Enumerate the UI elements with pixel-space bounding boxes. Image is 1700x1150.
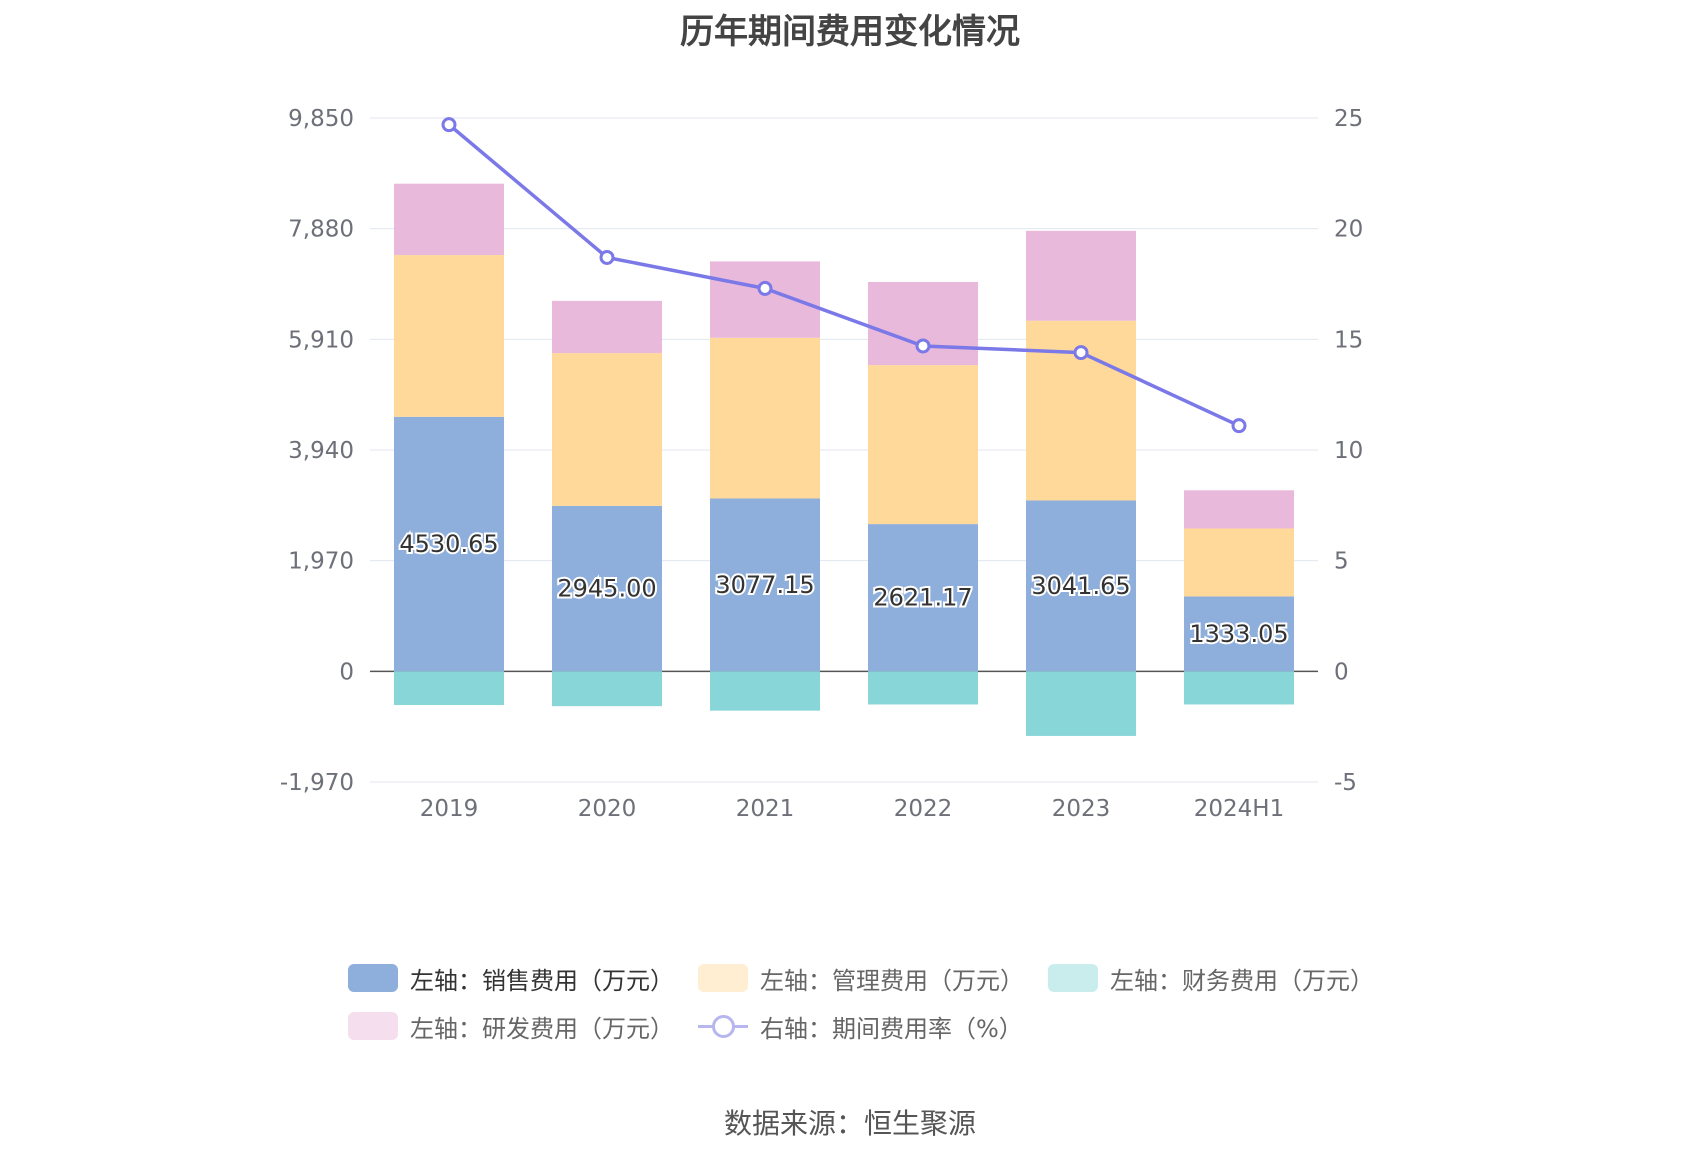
legend-item-3[interactable]: 左轴：研发费用（万元）: [348, 1006, 674, 1046]
bar-segment-2-0: [394, 671, 504, 706]
legend-swatch: [698, 964, 748, 992]
bar-segment-2-4: [1026, 671, 1136, 736]
bar-segment-3-4: [1026, 230, 1136, 321]
bar-segment-0-0: [394, 416, 504, 672]
legend-label: 左轴：管理费用（万元）: [760, 966, 1024, 995]
left-axis-tick-label: 3,940: [288, 438, 354, 464]
left-axis-tick-label: 0: [339, 659, 354, 685]
right-axis: 25 20 15 10 5 0 -5: [1334, 106, 1363, 796]
bar-segment-1-0: [394, 255, 504, 417]
data-source: 数据来源：恒生聚源: [723, 1107, 976, 1140]
legend-swatch: [1048, 964, 1098, 992]
bar-segment-2-5: [1184, 671, 1294, 705]
x-axis-tick-label: 2024H1: [1194, 796, 1284, 822]
right-axis-tick-label: 25: [1334, 106, 1363, 132]
bar-segment-0-2: [710, 498, 820, 672]
bar-series: [394, 183, 1294, 736]
bar-data-label: 1333.05: [1189, 620, 1288, 648]
left-axis-tick-label: -1,970: [280, 770, 354, 796]
bar-data-label: 4530.65: [399, 530, 498, 558]
right-axis-tick-label: -5: [1334, 770, 1357, 796]
legend-label: 右轴：期间费用率（%）: [760, 1014, 1023, 1043]
bar-data-label: 2945.00: [557, 575, 656, 603]
rate-point: [599, 249, 615, 265]
bar-segment-2-2: [710, 671, 820, 711]
bar-segment-1-1: [552, 353, 662, 506]
rate-point: [1073, 345, 1089, 361]
legend-item-1[interactable]: 左轴：管理费用（万元）: [698, 958, 1024, 998]
x-axis-tick-label: 2021: [736, 796, 795, 822]
legend-item-2[interactable]: 左轴：财务费用（万元）: [1048, 958, 1374, 998]
legend-swatch: [348, 1012, 398, 1040]
bar-segment-0-4: [1026, 500, 1136, 672]
bar-data-label: 3041.65: [1031, 572, 1130, 600]
bar-segment-3-0: [394, 183, 504, 256]
period-expense-chart: 9,850 7,880 5,910 3,940 1,970 0 -1,970 25 20 15 1…: [280, 106, 1363, 822]
right-axis-tick-label: 0: [1334, 659, 1349, 685]
legend-item-0[interactable]: 左轴：销售费用（万元）: [348, 958, 674, 998]
bar-segment-3-2: [710, 261, 820, 338]
left-axis: 9,850 7,880 5,910 3,940 1,970 0 -1,970: [280, 106, 354, 796]
line-series: [441, 117, 1247, 434]
x-axis-tick-label: 2022: [894, 796, 953, 822]
rate-point: [757, 280, 773, 296]
legend-label: 左轴：销售费用（万元）: [410, 966, 674, 995]
bar-segment-0-1: [552, 505, 662, 672]
rate-line: [447, 123, 1240, 428]
legend-label: 左轴：研发费用（万元）: [410, 1014, 674, 1043]
x-axis-tick-label: 2019: [420, 796, 479, 822]
right-axis-tick-label: 10: [1334, 438, 1363, 464]
bar-segment-1-2: [710, 337, 820, 499]
bar-segment-1-5: [1184, 528, 1294, 597]
left-axis-tick-label: 5,910: [288, 327, 354, 353]
bar-data-label: 2621.17: [873, 584, 972, 612]
left-axis-tick-label: 7,880: [288, 217, 354, 243]
bar-data-labels: 4530.65 2945.00 3077.15 2621.17 3041.65 1333.…: [397, 528, 1290, 650]
right-axis-tick-label: 20: [1334, 217, 1363, 243]
rate-point: [915, 338, 931, 354]
bar-segment-2-3: [868, 671, 978, 705]
bar-data-label: 3077.15: [715, 571, 814, 599]
legend-swatch: [698, 1012, 748, 1040]
right-axis-tick-label: 15: [1334, 327, 1363, 353]
bar-segment-3-1: [552, 300, 662, 354]
bar-segment-2-1: [552, 671, 662, 707]
bar-segment-1-3: [868, 365, 978, 525]
x-axis: 2019 2020 2021 2022 2023 2024H1: [420, 796, 1285, 822]
bar-segment-3-5: [1184, 490, 1294, 529]
chart-title: 历年期间费用变化情况: [680, 12, 1020, 52]
grid-lines: [370, 117, 1318, 783]
right-axis-tick-label: 5: [1334, 549, 1349, 575]
left-axis-tick-label: 1,970: [288, 549, 354, 575]
bar-segment-0-5: [1184, 596, 1294, 672]
legend-label: 左轴：财务费用（万元）: [1110, 966, 1374, 995]
left-axis-tick-label: 9,850: [288, 106, 354, 132]
legend-swatch: [348, 964, 398, 992]
x-axis-tick-label: 2020: [578, 796, 637, 822]
rate-point: [441, 117, 457, 133]
legend-item-4[interactable]: 右轴：期间费用率（%）: [698, 1006, 1023, 1046]
bar-segment-0-3: [868, 524, 978, 672]
rate-point: [1231, 418, 1247, 434]
x-axis-tick-label: 2023: [1052, 796, 1111, 822]
